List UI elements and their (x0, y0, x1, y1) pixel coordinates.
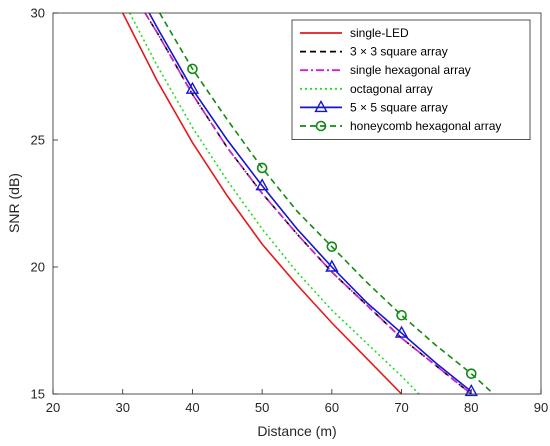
series-line (121, 12, 403, 395)
data-point-marker (255, 178, 269, 191)
data-point-marker (325, 259, 339, 272)
x-tick-label: 30 (115, 400, 129, 415)
series-line (128, 12, 420, 395)
legend-box (291, 19, 531, 140)
series-line (158, 12, 495, 395)
x-tick-label: 20 (46, 400, 60, 415)
y-tick-label: 25 (31, 133, 45, 148)
series-line (148, 12, 472, 393)
y-tick-label: 30 (31, 6, 45, 21)
y-axis-label: SNR (dB) (6, 173, 22, 233)
y-tick-label: 20 (31, 260, 45, 275)
series-octagonal-array (128, 12, 420, 395)
data-point-marker (326, 241, 338, 252)
series-single-led (121, 12, 403, 395)
series-line (144, 12, 472, 395)
data-point-marker (187, 63, 198, 75)
legend-label: honeycomb hexagonal array (350, 119, 501, 133)
series-layer (121, 12, 495, 397)
data-point-marker (464, 384, 478, 397)
x-tick-label: 40 (185, 400, 199, 415)
legend-label: single hexagonal array (350, 63, 471, 77)
plot-frame (52, 12, 542, 395)
data-point-marker (256, 162, 268, 174)
legend-label: 5 × 5 square array (350, 100, 448, 114)
legend-label: 3 × 3 square array (350, 45, 448, 59)
data-point-marker (185, 81, 200, 94)
series-5-5-square-array (148, 12, 478, 397)
legend-label: octagonal array (350, 82, 433, 96)
series-honeycomb-hexagonal-array (158, 12, 495, 395)
data-point-marker (465, 368, 477, 379)
x-tick-label: 70 (394, 400, 408, 415)
legend-marker (314, 99, 328, 113)
series-single-hexagonal-array (144, 12, 472, 395)
legend-marker (315, 120, 327, 132)
data-point-marker (396, 309, 407, 321)
legend: single-LED 3 × 3 square array single hexag… (291, 19, 531, 140)
x-tick-label: 50 (255, 400, 269, 415)
x-tick-label: 90 (534, 400, 548, 415)
legend-label: single-LED (350, 26, 409, 40)
x-axis-label: Distance (m) (257, 423, 336, 439)
x-tick-label: 80 (464, 400, 478, 415)
x-tick-label: 60 (325, 400, 339, 415)
y-tick-label: 15 (31, 387, 45, 402)
data-point-marker (394, 325, 409, 338)
